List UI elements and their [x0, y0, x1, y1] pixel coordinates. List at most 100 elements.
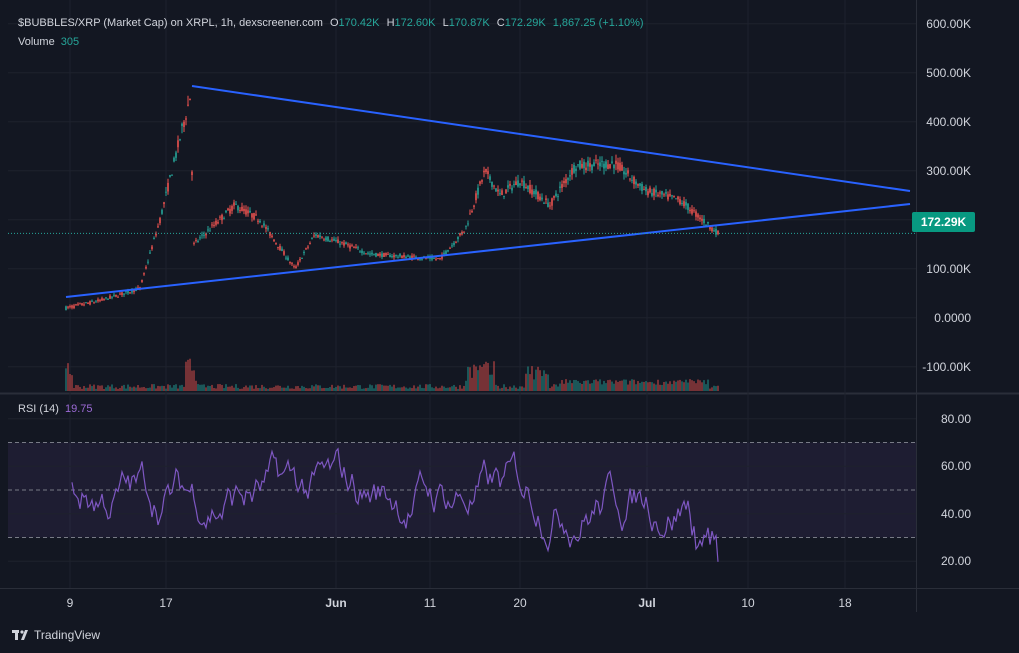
volume-bar: [663, 382, 665, 391]
volume-legend[interactable]: Volume 305: [18, 36, 79, 48]
candle-body: [483, 170, 485, 173]
candle-body: [161, 209, 163, 214]
volume-bar: [633, 379, 635, 391]
time-tick-label: 20: [513, 596, 527, 610]
time-axis[interactable]: 9 17 Jun 11 20 Jul 10 18: [0, 590, 916, 612]
volume-bar: [357, 385, 359, 391]
volume-bar: [449, 387, 451, 391]
volume-bar: [653, 383, 655, 391]
volume-bar: [413, 385, 415, 391]
volume-bar: [193, 370, 195, 391]
candle-body: [605, 161, 607, 168]
volume-bar: [587, 380, 589, 391]
candle-body: [609, 164, 611, 169]
volume-bar: [461, 388, 463, 391]
candle-body: [417, 259, 419, 261]
candle-body: [443, 252, 445, 255]
candle-body: [235, 203, 237, 205]
candle-body: [203, 234, 205, 236]
candle-body: [337, 239, 339, 244]
candle-body: [499, 193, 501, 195]
candle-body: [341, 242, 343, 244]
volume-bar: [703, 380, 705, 391]
candle-body: [639, 183, 641, 186]
rsi-tick-label: 60.00: [940, 459, 971, 474]
candle-body: [333, 238, 335, 241]
candle-body: [213, 224, 215, 226]
volume-bar: [123, 384, 125, 391]
candle-body: [261, 225, 263, 227]
candle-body: [627, 170, 629, 174]
candle-body: [437, 258, 439, 260]
volume-bar: [695, 383, 697, 391]
candle-body: [469, 213, 471, 215]
volume-bar: [601, 384, 603, 391]
candle-body: [291, 263, 293, 265]
candle-body: [367, 252, 369, 254]
candle-body: [653, 188, 655, 196]
rsi-axis[interactable]: 80.00 60.00 40.00 20.00: [916, 395, 1019, 580]
candle-body: [191, 171, 193, 176]
candle-body: [155, 233, 157, 236]
volume-bar: [661, 384, 663, 391]
volume-bar: [547, 374, 549, 391]
volume-bar: [483, 364, 485, 391]
volume-bar: [699, 380, 701, 391]
volume-bar: [687, 382, 689, 391]
volume-bar: [447, 387, 449, 391]
candle-body: [401, 255, 403, 259]
candle-body: [267, 228, 269, 230]
candle-body: [597, 163, 599, 165]
candle-body: [651, 192, 653, 196]
candle-body: [703, 218, 705, 224]
candle-body: [535, 189, 537, 195]
candle-body: [461, 231, 463, 235]
volume-bar: [391, 386, 393, 391]
candle-body: [251, 213, 253, 218]
candle-body: [419, 258, 421, 260]
symbol-legend: $BUBBLES/XRP (Market Cap) on XRPL, 1h, d…: [18, 17, 644, 29]
candle-body: [573, 165, 575, 173]
volume-bar: [325, 387, 327, 391]
candle-body: [163, 202, 165, 205]
candle-body: [551, 198, 553, 206]
price-axis[interactable]: 600.00K500.00K400.00K300.00K200.00K100.0…: [916, 0, 1019, 392]
candle-body: [179, 139, 181, 141]
candle-body: [475, 193, 477, 201]
rsi-legend[interactable]: RSI (14) 19.75: [18, 403, 93, 415]
candle-body: [241, 206, 243, 212]
candle-body: [643, 189, 645, 191]
candle-body: [641, 183, 643, 191]
volume-bar: [269, 387, 271, 391]
volume-bar: [129, 386, 131, 391]
candle-body: [331, 239, 333, 241]
volume-bar: [409, 387, 411, 391]
time-tick-label: Jun: [325, 596, 347, 610]
candle-body: [361, 250, 363, 254]
candle-body: [613, 164, 615, 169]
candle-body: [411, 255, 413, 260]
candle-body: [663, 194, 665, 196]
volume-bar: [335, 386, 337, 391]
candle-body: [197, 240, 199, 242]
volume-bar: [657, 379, 659, 391]
volume-bar: [579, 382, 581, 391]
price-tick-label: 500.00K: [926, 65, 971, 80]
candle-body: [189, 98, 191, 101]
tradingview-brand[interactable]: TradingView: [12, 628, 100, 642]
volume-bar: [289, 388, 291, 391]
candle-body: [649, 187, 651, 193]
volume-bar: [201, 384, 203, 391]
candle-body: [247, 210, 249, 214]
volume-bar: [221, 384, 223, 391]
volume-bar: [593, 379, 595, 391]
candle-body: [603, 163, 605, 169]
symbol-title[interactable]: $BUBBLES/XRP (Market Cap) on XRPL, 1h, d…: [18, 17, 323, 29]
candle-body: [459, 233, 461, 236]
volume-bar: [377, 384, 379, 391]
candle-body: [407, 255, 409, 257]
candle-body: [661, 191, 663, 195]
candle-body: [151, 246, 153, 250]
